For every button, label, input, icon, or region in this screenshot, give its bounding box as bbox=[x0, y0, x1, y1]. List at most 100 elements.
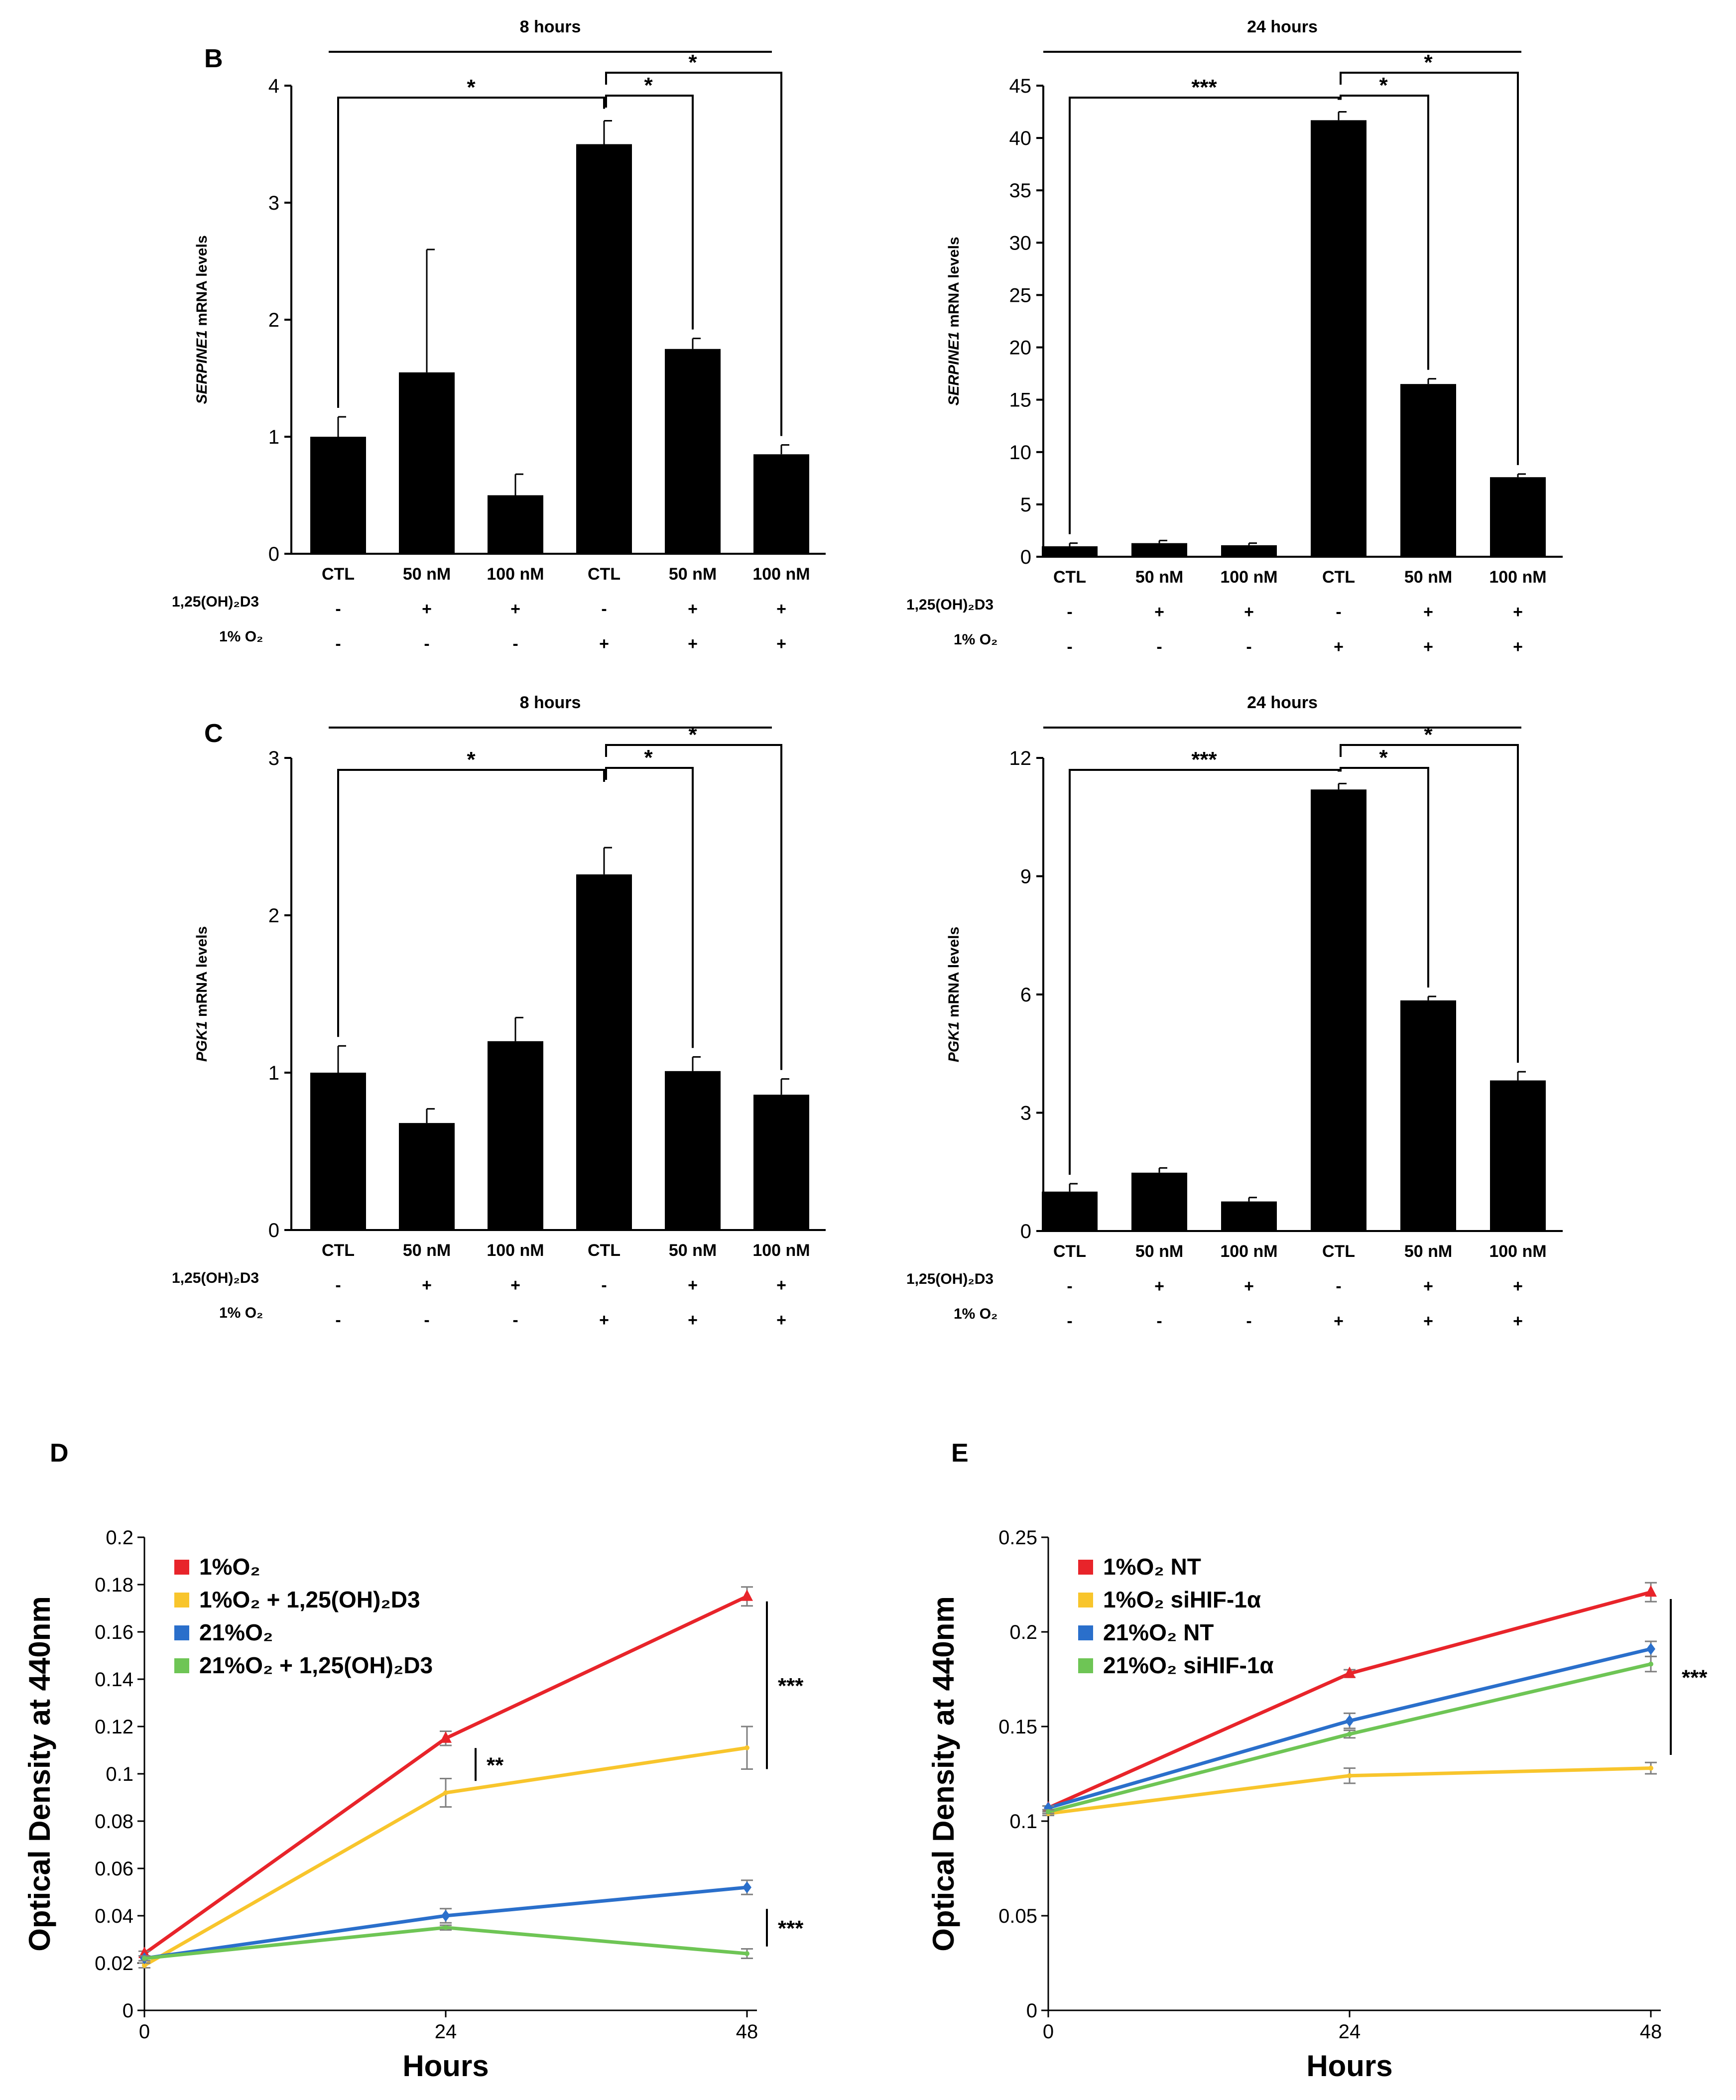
y-axis-label: Optical Density at 440nm bbox=[927, 1596, 960, 1952]
category-label: 50 nM bbox=[1404, 1242, 1452, 1261]
o2-sign: + bbox=[688, 634, 698, 653]
triangle-marker bbox=[1344, 1666, 1356, 1678]
y-tick-label: 3 bbox=[1020, 1103, 1031, 1124]
y-tick-label: 0.16 bbox=[95, 1621, 133, 1643]
category-label: CTL bbox=[322, 565, 355, 584]
category-label: 50 nM bbox=[1135, 568, 1183, 587]
y-tick-label: 30 bbox=[1009, 232, 1032, 254]
y-tick-label: 40 bbox=[1009, 127, 1032, 149]
significance-bracket bbox=[605, 72, 782, 436]
bar bbox=[665, 1071, 721, 1230]
point-marker bbox=[142, 1956, 147, 1961]
y-tick-label: 10 bbox=[1009, 442, 1032, 464]
y-axis-label: Optical Density at 440nm bbox=[23, 1596, 56, 1952]
significance-label: * bbox=[467, 75, 476, 100]
y-axis-label-rest: mRNA levels bbox=[946, 927, 962, 1022]
y-tick-label: 0.2 bbox=[106, 1527, 133, 1549]
vitd-sign: - bbox=[601, 600, 607, 618]
triangle-marker bbox=[1645, 1585, 1657, 1597]
category-label: CTL bbox=[1322, 568, 1355, 587]
category-label: 50 nM bbox=[669, 1241, 717, 1260]
bar bbox=[399, 372, 455, 554]
bar bbox=[1042, 546, 1098, 557]
row-label-vitd: 1,25(OH)₂D3 bbox=[172, 1270, 259, 1286]
panel-letter: C bbox=[204, 719, 223, 748]
vitd-sign: + bbox=[510, 600, 520, 618]
o2-sign: - bbox=[512, 1311, 518, 1330]
vitd-sign: - bbox=[1067, 603, 1072, 621]
point-marker bbox=[1347, 1731, 1352, 1737]
y-tick-label: 0.15 bbox=[998, 1716, 1037, 1738]
y-axis-label-gene: PGK1 bbox=[194, 1021, 210, 1062]
chart-title: 8 hours bbox=[520, 693, 581, 712]
category-label: 100 nM bbox=[487, 1241, 544, 1260]
x-tick-label: 0 bbox=[139, 2021, 150, 2043]
diamond-marker bbox=[1646, 1643, 1655, 1655]
y-tick-label: 1 bbox=[268, 426, 279, 448]
y-tick-label: 5 bbox=[1020, 494, 1031, 516]
y-axis-label-rest: mRNA levels bbox=[946, 237, 962, 332]
diamond-marker bbox=[743, 1881, 751, 1893]
significance-bracket bbox=[337, 97, 605, 408]
y-tick-label: 0 bbox=[268, 1220, 279, 1241]
triangle-marker bbox=[741, 1589, 753, 1601]
legend-swatch bbox=[174, 1658, 189, 1673]
y-tick-label: 0.06 bbox=[95, 1858, 133, 1880]
bar bbox=[665, 349, 721, 554]
significance-label: * bbox=[1379, 73, 1388, 98]
bar bbox=[1131, 543, 1187, 557]
row-label-vitd: 1,25(OH)₂D3 bbox=[172, 594, 259, 610]
bar bbox=[310, 1073, 366, 1230]
y-tick-label: 0.18 bbox=[95, 1574, 133, 1596]
bar bbox=[1490, 1080, 1546, 1231]
category-label: CTL bbox=[1322, 1242, 1355, 1261]
significance-bracket bbox=[1069, 97, 1340, 534]
significance-bracket bbox=[605, 744, 782, 1070]
significance-label: * bbox=[1424, 723, 1433, 747]
y-tick-label: 2 bbox=[268, 309, 279, 331]
vitd-sign: - bbox=[335, 600, 341, 618]
vitd-sign: + bbox=[1423, 603, 1433, 621]
category-label: CTL bbox=[322, 1241, 355, 1260]
bar-chart-B-24h: 24 hours 0 5 10 15 20 25 30 35 40 45 SERPINE1 mRNA … bbox=[906, 17, 1563, 656]
y-tick-label: 0.08 bbox=[95, 1811, 133, 1833]
y-tick-label: 0.25 bbox=[998, 1527, 1037, 1549]
y-tick-label: 0 bbox=[1020, 546, 1031, 568]
y-tick-label: 1 bbox=[268, 1062, 279, 1084]
bar bbox=[1400, 384, 1456, 557]
y-tick-label: 25 bbox=[1009, 284, 1032, 306]
significance-bracket bbox=[605, 95, 694, 330]
category-label: 50 nM bbox=[403, 1241, 451, 1260]
vitd-sign: + bbox=[1154, 1277, 1164, 1296]
y-tick-label: 0.2 bbox=[1009, 1621, 1037, 1643]
significance-label: * bbox=[1424, 50, 1433, 75]
significance-bracket bbox=[605, 767, 694, 1048]
x-tick-label: 0 bbox=[1043, 2021, 1054, 2043]
o2-sign: - bbox=[512, 634, 518, 653]
y-tick-label: 0.12 bbox=[95, 1716, 133, 1738]
y-tick-label: 0.04 bbox=[95, 1905, 133, 1927]
category-label: 100 nM bbox=[752, 1241, 810, 1260]
bar bbox=[488, 495, 543, 554]
vitd-sign: + bbox=[1244, 603, 1254, 621]
vitd-sign: + bbox=[776, 600, 786, 618]
legend-label: 21%O₂ bbox=[199, 1619, 273, 1645]
vitd-sign: + bbox=[1244, 1277, 1254, 1296]
significance-bracket bbox=[1340, 95, 1429, 370]
line-chart-E: 0 0.05 0.1 0.15 0.2 0.25 0 24 48 Hours Optical Den… bbox=[927, 1527, 1708, 2083]
vitd-sign: + bbox=[1513, 1277, 1523, 1296]
category-label: 50 nM bbox=[1135, 1242, 1183, 1261]
o2-sign: - bbox=[424, 634, 429, 653]
category-label: CTL bbox=[588, 1241, 620, 1260]
vitd-sign: + bbox=[422, 600, 432, 618]
significance-label: * bbox=[644, 745, 653, 770]
vitd-sign: + bbox=[1423, 1277, 1433, 1296]
significance-label: * bbox=[644, 73, 653, 98]
bar bbox=[1131, 1172, 1187, 1231]
legend-swatch bbox=[174, 1560, 189, 1575]
category-label: 100 nM bbox=[487, 565, 544, 584]
y-tick-label: 0.1 bbox=[1009, 1811, 1037, 1833]
o2-sign: - bbox=[335, 634, 341, 653]
y-tick-label: 45 bbox=[1009, 75, 1032, 97]
y-axis-label: SERPINE1 mRNA levels bbox=[946, 237, 962, 405]
